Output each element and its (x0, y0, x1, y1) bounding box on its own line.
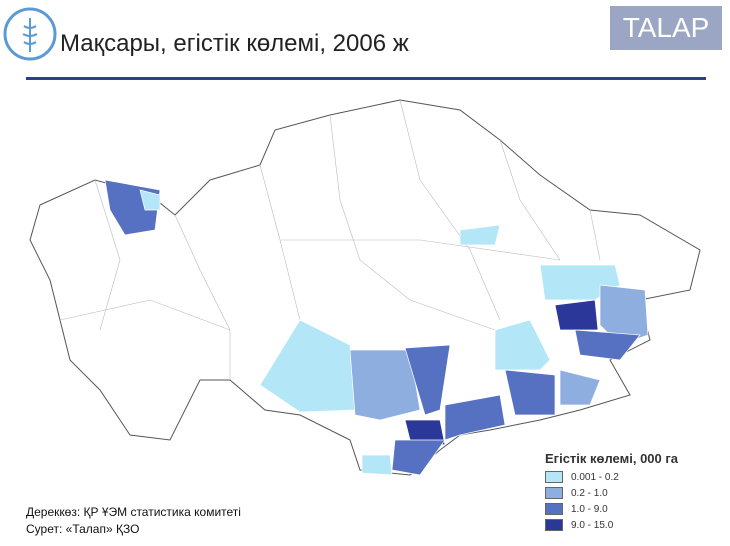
regions (104, 179, 649, 476)
legend-swatch (545, 519, 563, 531)
district-lines (59, 99, 601, 380)
legend-item: 9.0 - 15.0 (545, 519, 613, 531)
legend-item: 0.2 - 1.0 (545, 487, 608, 499)
legend-swatch (545, 503, 563, 515)
legend-label: 1.0 - 9.0 (571, 503, 608, 515)
credit: Сурет: «Талап» ҚЗО (26, 522, 140, 536)
legend-swatch (545, 487, 563, 499)
legend-label: 0.001 - 0.2 (571, 471, 619, 483)
title-rule (26, 77, 706, 80)
legend-item: 1.0 - 9.0 (545, 503, 608, 515)
legend-label: 0.2 - 1.0 (571, 487, 608, 499)
legend-swatch (545, 471, 563, 483)
brand-logo: TALAP (610, 6, 722, 50)
source: Дереккөз: ҚР ҰЭМ статистика комитеті (26, 505, 241, 519)
fao-logo (3, 7, 57, 61)
legend-item: 0.001 - 0.2 (545, 471, 619, 483)
legend-title: Егістік көлемі, 000 га (545, 451, 679, 466)
title: Мақсары, егістік көлемі, 2006 ж (60, 30, 409, 57)
legend-label: 9.0 - 15.0 (571, 519, 614, 531)
